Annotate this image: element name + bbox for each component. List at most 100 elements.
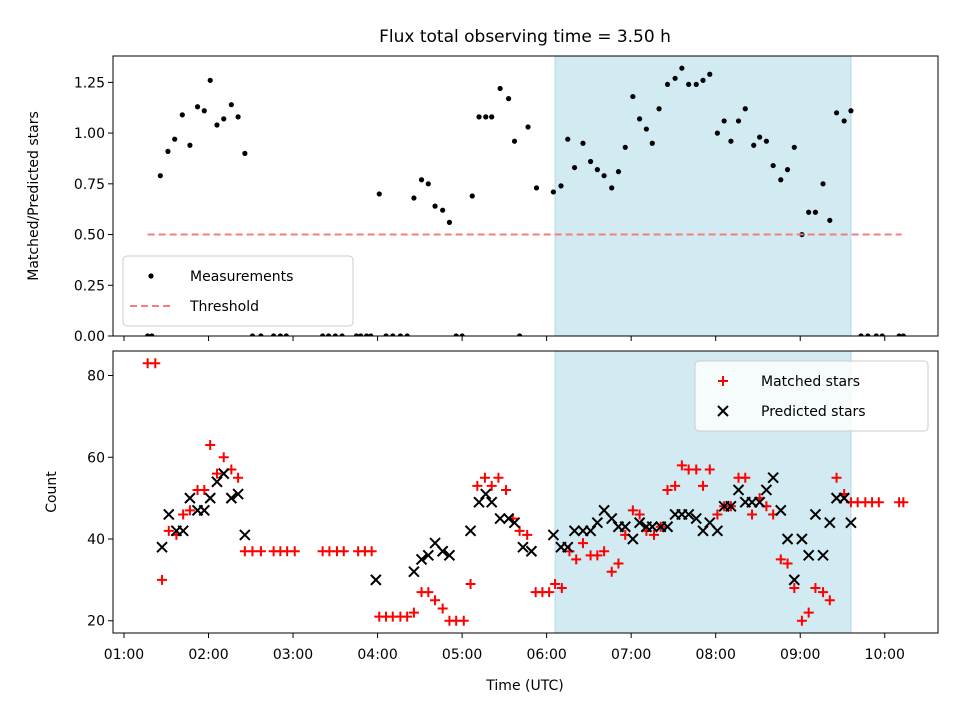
data-point [865,333,871,336]
data-point [258,333,264,336]
data-point [465,578,476,589]
data-point [900,333,906,336]
data-point [648,529,659,540]
data-point [577,538,588,549]
legend-box [694,360,929,432]
y-tick-label: 0.75 [74,177,105,193]
data-point [432,203,438,209]
data-point [339,333,345,336]
data-point [459,333,465,336]
data-point [502,512,515,525]
x-axis-label: Time (UTC) [485,678,563,694]
bottom-panel: 20 40 60 80 Count 01:00 02:00 03:00 04:00 05:00 06… [44,350,939,663]
legend-marker [148,273,154,279]
data-point [831,472,842,483]
data-point [757,134,763,140]
data-point [194,104,201,110]
data-point [332,333,338,336]
data-point [782,558,793,569]
data-point [547,529,560,541]
data-point [479,472,490,483]
legend-marker [718,376,728,386]
data-point [858,333,864,336]
data-point [211,468,222,479]
data-point [619,521,631,533]
data-point [676,460,687,471]
y-axis-label: Matched/Predicted stars [26,111,42,281]
data-point [682,508,695,521]
data-point [775,554,786,565]
data-point [714,130,720,136]
data-point [480,488,492,500]
data-point [178,509,189,520]
data-point [239,529,251,541]
data-point [157,173,163,179]
data-point [437,603,448,614]
legend-label: Matched stars [761,374,860,390]
data-point [283,333,289,336]
data-point [643,126,649,132]
data-point [218,467,230,480]
data-point [788,574,801,586]
data-point [817,549,829,562]
data-point [662,484,673,495]
x-tick-label: 08:00 [696,647,736,663]
data-point [848,108,854,114]
data-point [818,587,829,598]
data-point [556,583,567,594]
data-point [670,480,681,491]
data-point [879,333,885,336]
data-point [225,492,238,504]
y-axis: 0.00 0.25 0.50 0.75 1.00 1.25 [74,75,113,345]
y-tick-label: 80 [87,369,105,385]
data-point [609,185,615,191]
data-point [698,480,709,491]
y-tick-label: 40 [87,532,105,548]
data-point [661,521,674,533]
data-point [622,144,628,150]
data-point [418,177,425,183]
legend-label: Threshold [189,299,259,315]
data-point [704,464,715,475]
data-point [712,509,723,520]
legend: Measurements Threshold [122,255,354,327]
x-tick-label: 04:00 [357,647,397,663]
data-point [587,158,594,165]
data-point [820,181,826,187]
data-point [204,492,216,504]
top-panel: 0.00 0.25 0.50 0.75 1.00 1.25 Matched/Predicte… [26,55,939,345]
data-point [763,138,770,144]
plot-area [142,358,909,626]
data-point [422,549,434,562]
data-point [402,611,413,622]
legend: Matched stars Predicted stars [694,360,929,432]
data-point [735,118,742,124]
data-point [325,333,332,336]
data-point [184,505,195,516]
data-point [833,110,840,116]
data-point [791,144,797,150]
data-point [483,114,489,120]
data-point [464,525,477,537]
data-point [700,77,706,83]
data-point [235,114,241,120]
data-point [896,333,902,336]
data-point [721,118,727,124]
data-point [472,480,483,491]
data-point [425,181,431,187]
data-point [397,333,403,336]
data-point [873,333,879,336]
data-point [784,167,791,173]
data-point [751,142,757,148]
data-point [423,587,434,598]
data-point [517,541,529,553]
data-point [656,106,662,112]
data-point [511,138,518,144]
data-point [489,114,495,120]
data-point [338,546,349,557]
data-point [796,533,808,545]
data-point [163,508,175,521]
data-point [711,525,724,537]
data-point [760,484,773,496]
data-point [446,219,453,225]
